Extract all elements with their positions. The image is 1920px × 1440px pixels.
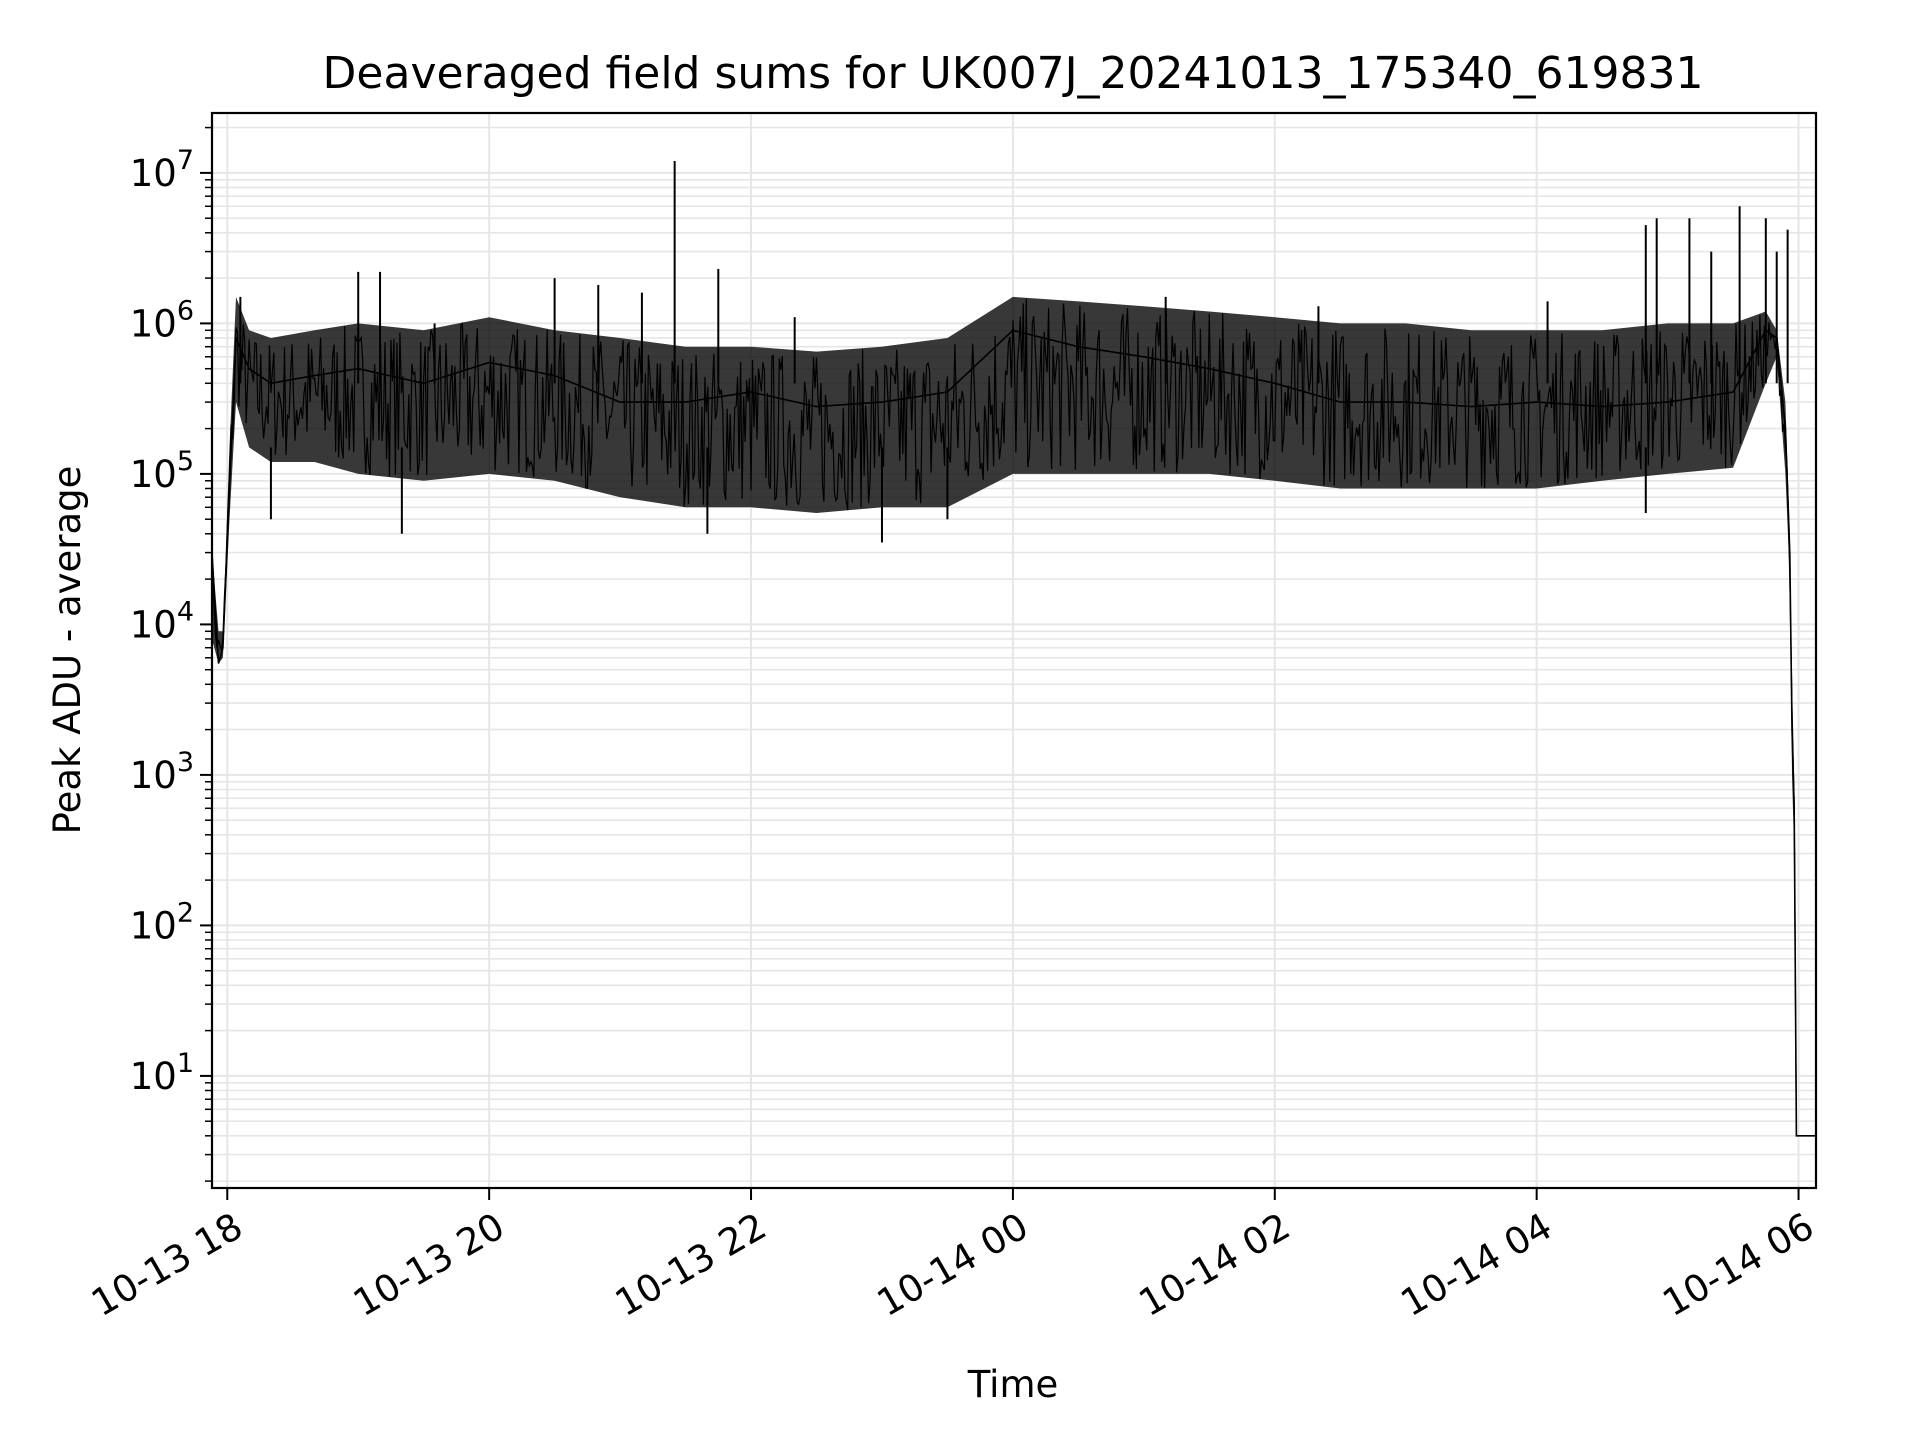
y-tick-base: 10 [130, 754, 177, 797]
y-tick-exponent: 2 [177, 897, 194, 928]
y-tick-label: 101 [130, 1048, 194, 1098]
y-tick-exponent: 6 [177, 295, 194, 326]
y-tick-exponent: 5 [177, 446, 194, 477]
chart-title: Deaveraged field sums for UK007J_2024101… [323, 48, 1704, 99]
y-tick-label: 104 [130, 596, 194, 646]
y-tick-base: 10 [130, 152, 177, 195]
y-tick-base: 10 [130, 904, 177, 947]
data-series [211, 160, 1816, 1137]
series-line [211, 329, 1816, 1137]
y-tick-label: 107 [130, 145, 194, 195]
y-tick-label: 103 [130, 747, 194, 797]
x-axis-label: Time [967, 1363, 1059, 1406]
y-tick-exponent: 7 [177, 145, 194, 176]
y-tick-exponent: 4 [177, 596, 194, 627]
y-tick-base: 10 [130, 453, 177, 496]
series-trace [211, 298, 1816, 1137]
y-tick-label: 102 [130, 897, 194, 947]
y-tick-exponent: 3 [177, 747, 194, 778]
series-envelope [212, 296, 1816, 1136]
y-tick-label: 105 [130, 446, 194, 496]
plot-frame [210, 111, 1818, 1190]
y-tick-base: 10 [130, 302, 177, 345]
y-tick-exponent: 1 [177, 1048, 194, 1079]
y-tick-label: 106 [130, 295, 194, 345]
y-tick-base: 10 [130, 603, 177, 646]
y-axis-label: Peak ADU - average [46, 466, 89, 835]
y-tick-base: 10 [130, 1055, 177, 1098]
